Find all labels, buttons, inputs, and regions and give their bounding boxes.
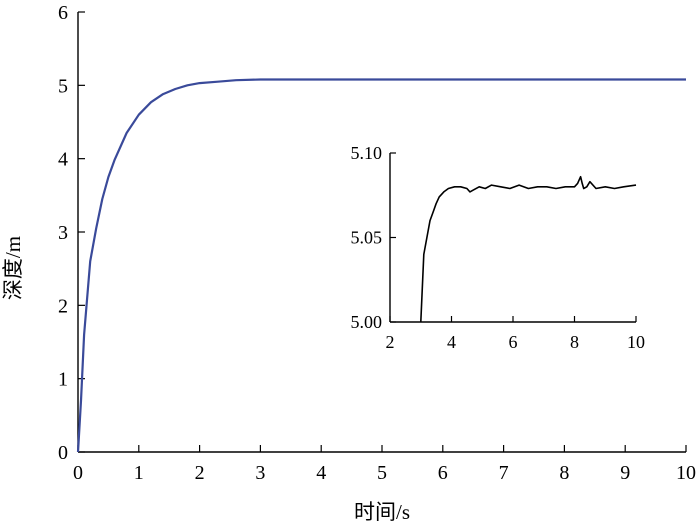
x-tick-label: 2 <box>195 462 205 484</box>
x-tick-label: 7 <box>499 462 509 484</box>
main-plot: 0 1 2 3 4 5 6 7 8 9 10 0 1 2 3 4 5 6 <box>58 2 696 484</box>
inset-x-tick-label: 10 <box>627 332 645 352</box>
x-tick-label: 1 <box>134 462 144 484</box>
x-tick-label: 4 <box>316 462 326 484</box>
x-tick-label: 6 <box>438 462 448 484</box>
y-tick-label: 3 <box>58 222 68 244</box>
x-tick-label: 3 <box>255 462 265 484</box>
inset-x-tick-label: 6 <box>509 332 518 352</box>
x-tick-label: 10 <box>676 462 696 484</box>
series-line <box>76 78 686 453</box>
inset-y-tick-label: 5.05 <box>351 228 383 248</box>
x-tick-label: 8 <box>559 462 569 484</box>
inset-x-tick-label: 4 <box>447 332 456 352</box>
x-tick-label: 0 <box>73 462 83 484</box>
y-tick-label: 5 <box>58 75 68 97</box>
x-tick-label: 5 <box>377 462 387 484</box>
y-tick-label: 2 <box>58 295 68 317</box>
inset-y-tick-label: 5.10 <box>351 143 383 163</box>
y-tick-label: 0 <box>58 442 68 464</box>
inset-x-tick-label: 2 <box>386 332 395 352</box>
y-tick-label: 6 <box>58 2 68 24</box>
y-axis-label: 深度/m <box>1 236 25 300</box>
y-tick-label: 1 <box>58 369 68 391</box>
y-tick-label: 4 <box>58 149 68 171</box>
inset-y-tick-label: 5.00 <box>351 312 383 332</box>
inset-series-line <box>420 175 637 323</box>
inset-plot: 2 4 6 8 10 5.00 5.05 5.10 <box>351 143 646 352</box>
inset-x-tick-label: 8 <box>570 332 579 352</box>
x-axis-label: 时间/s <box>354 500 410 524</box>
x-tick-label: 9 <box>620 462 630 484</box>
